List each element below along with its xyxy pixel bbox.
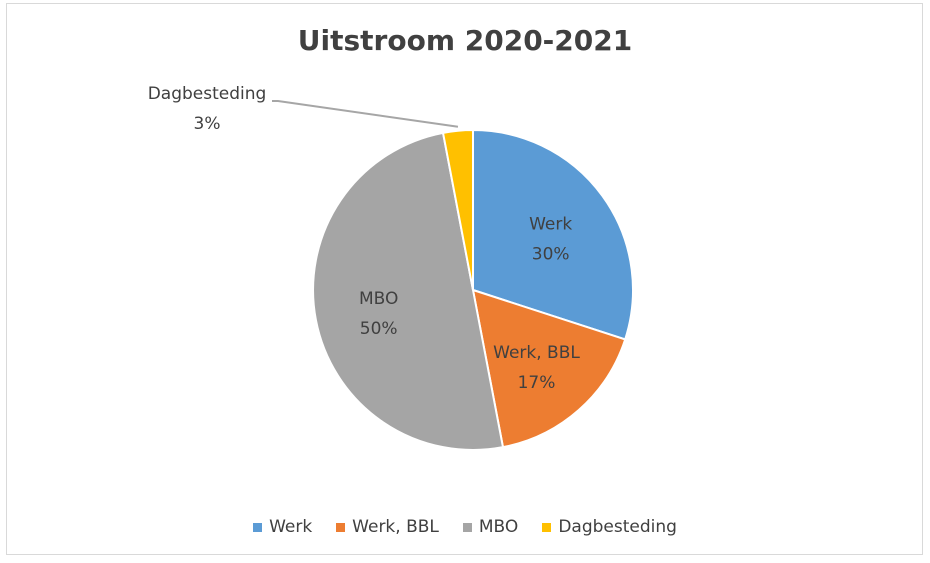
legend-item-werk-bbl: Werk, BBL [336, 517, 439, 537]
pie-slice-dagbesteding [441, 128, 474, 291]
legend-label-werk-bbl: Werk, BBL [352, 517, 439, 537]
data-label-name-dagbesteding: Dagbesteding [148, 84, 267, 104]
data-label-name-mbo: MBO [359, 289, 398, 309]
data-label-value-werk-bbl: 17% [518, 373, 556, 393]
data-label-value-dagbesteding: 3% [194, 114, 221, 134]
data-label-value-mbo: 50% [360, 319, 398, 339]
legend-swatch-mbo [462, 522, 472, 532]
legend-item-mbo: MBO [462, 517, 519, 537]
pie-slice-werk-bbl [471, 288, 627, 449]
legend-item-werk: Werk [253, 517, 312, 537]
legend-item-dagbesteding: Dagbesteding [542, 517, 677, 537]
legend-swatch-werk-bbl [336, 522, 346, 532]
legend-label-dagbesteding: Dagbesteding [558, 517, 677, 537]
legend-swatch-dagbesteding [542, 522, 552, 532]
chart-title: Uitstroom 2020-2021 [297, 24, 633, 57]
legend-swatch-werk [253, 522, 263, 532]
legend-label-mbo: MBO [478, 517, 519, 537]
data-label-name-werk: Werk [529, 215, 572, 235]
leader-line-dagbesteding [272, 100, 459, 128]
pie-slice-mbo [312, 131, 505, 451]
legend-label-werk: Werk [269, 517, 313, 537]
pie-slice-werk [472, 128, 634, 341]
legend: Werk Werk, BBL MBO Dagbesteding [0, 517, 930, 537]
data-label-value-werk: 30% [532, 245, 570, 265]
data-label-name-werk-bbl: Werk, BBL [493, 343, 580, 363]
